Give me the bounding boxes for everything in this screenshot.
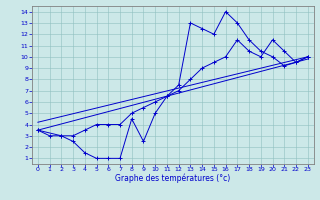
X-axis label: Graphe des températures (°c): Graphe des températures (°c): [115, 174, 230, 183]
